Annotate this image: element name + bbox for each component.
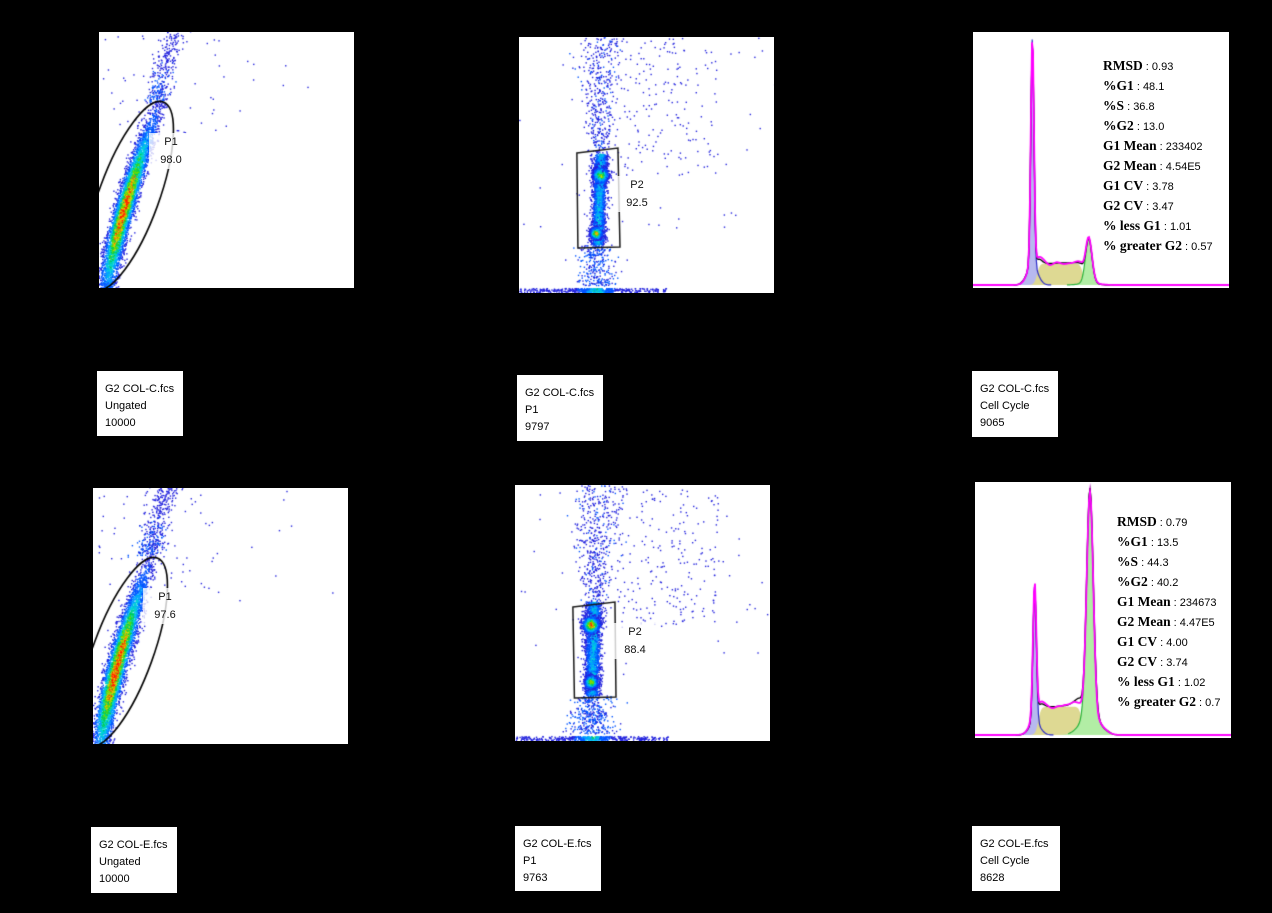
caption-e-ungated: G2 COL-E.fcs Ungated 10000 [91,827,177,893]
gate-name: P2 [628,626,642,638]
caption-count: 10000 [105,417,136,429]
plot-panel-e-p1: P2 88.4 [515,485,770,741]
gate-label-p1[interactable]: P1 98.0 [149,133,193,169]
caption-population: Ungated [105,400,147,412]
gate-label-p1[interactable]: P1 97.6 [143,588,187,624]
caption-e-p1: G2 COL-E.fcs P1 9763 [515,826,601,891]
caption-count: 8628 [980,872,1005,884]
caption-count: 9065 [980,417,1005,429]
gate-percent: 92.5 [626,197,648,209]
stat-line: %S : 36.8 [1103,98,1155,113]
stat-line: % greater G2 : 0.7 [1117,694,1221,709]
gate-name: P2 [630,179,644,191]
plot-panel-e-cellcycle: RMSD : 0.79 %G1 : 13.5 %S : 44.3 %G2 : 40.2… [975,482,1231,738]
stat-line: G1 Mean : 234673 [1117,594,1217,609]
caption-file: G2 COL-C.fcs [105,383,175,395]
caption-count: 9797 [525,421,550,433]
stat-line: % greater G2 : 0.57 [1103,238,1213,253]
gate-percent: 97.6 [154,609,176,621]
gate-percent: 98.0 [160,154,182,166]
caption-file: G2 COL-C.fcs [525,387,595,399]
caption-file: G2 COL-E.fcs [523,838,592,850]
gate-percent: 88.4 [624,644,646,656]
caption-e-cellcycle: G2 COL-E.fcs Cell Cycle 8628 [972,826,1060,891]
density-plot-canvas[interactable] [519,37,774,293]
caption-population: Cell Cycle [980,400,1030,412]
plot-panel-c-ungated: P1 98.0 [99,32,354,288]
caption-population: P1 [525,404,539,416]
stat-line: %G2 : 13.0 [1103,118,1165,133]
stat-line: G2 Mean : 4.54E5 [1103,158,1201,173]
stat-line: %S : 44.3 [1117,554,1169,569]
caption-population: P1 [523,855,537,867]
stat-line: G2 CV : 3.74 [1117,654,1188,669]
caption-count: 9763 [523,872,548,884]
histogram-canvas[interactable] [973,32,1229,288]
stat-line: RMSD : 0.79 [1117,514,1188,529]
stat-line: %G1 : 13.5 [1117,534,1179,549]
stat-line: G1 CV : 4.00 [1117,634,1188,649]
stat-line: %G2 : 40.2 [1117,574,1179,589]
stat-line: RMSD : 0.93 [1103,58,1174,73]
caption-file: G2 COL-C.fcs [980,383,1050,395]
stat-line: % less G1 : 1.02 [1117,674,1206,689]
gate-label-p2[interactable]: P2 92.5 [615,176,659,212]
plot-panel-c-cellcycle: RMSD : 0.93 %G1 : 48.1 %S : 36.8 %G2 : 13.0… [973,32,1229,288]
cell-cycle-stats: RMSD : 0.93 %G1 : 48.1 %S : 36.8 %G2 : 13.0… [1103,58,1213,258]
caption-population: Ungated [99,856,141,868]
density-plot-canvas[interactable] [99,32,354,288]
gate-name: P1 [164,136,178,148]
stat-line: G1 CV : 3.78 [1103,178,1174,193]
stat-line: % less G1 : 1.01 [1103,218,1192,233]
stat-line: G2 CV : 3.47 [1103,198,1174,213]
gate-name: P1 [158,591,172,603]
density-plot-canvas[interactable] [515,485,770,741]
caption-file: G2 COL-E.fcs [980,838,1049,850]
stat-line: %G1 : 48.1 [1103,78,1165,93]
caption-c-ungated: G2 COL-C.fcs Ungated 10000 [97,371,183,436]
cell-cycle-stats: RMSD : 0.79 %G1 : 13.5 %S : 44.3 %G2 : 40.2… [1117,514,1220,714]
stat-line: G1 Mean : 233402 [1103,138,1203,153]
caption-c-cellcycle: G2 COL-C.fcs Cell Cycle 9065 [972,371,1058,437]
caption-c-p1: G2 COL-C.fcs P1 9797 [517,375,603,441]
density-plot-canvas[interactable] [93,488,348,744]
gate-label-p2[interactable]: P2 88.4 [613,623,657,659]
stat-line: G2 Mean : 4.47E5 [1117,614,1215,629]
plot-panel-c-p1: P2 92.5 [519,37,774,293]
plot-panel-e-ungated: P1 97.6 [93,488,348,744]
histogram-canvas[interactable] [975,482,1231,738]
caption-file: G2 COL-E.fcs [99,839,168,851]
caption-count: 10000 [99,873,130,885]
caption-population: Cell Cycle [980,855,1030,867]
